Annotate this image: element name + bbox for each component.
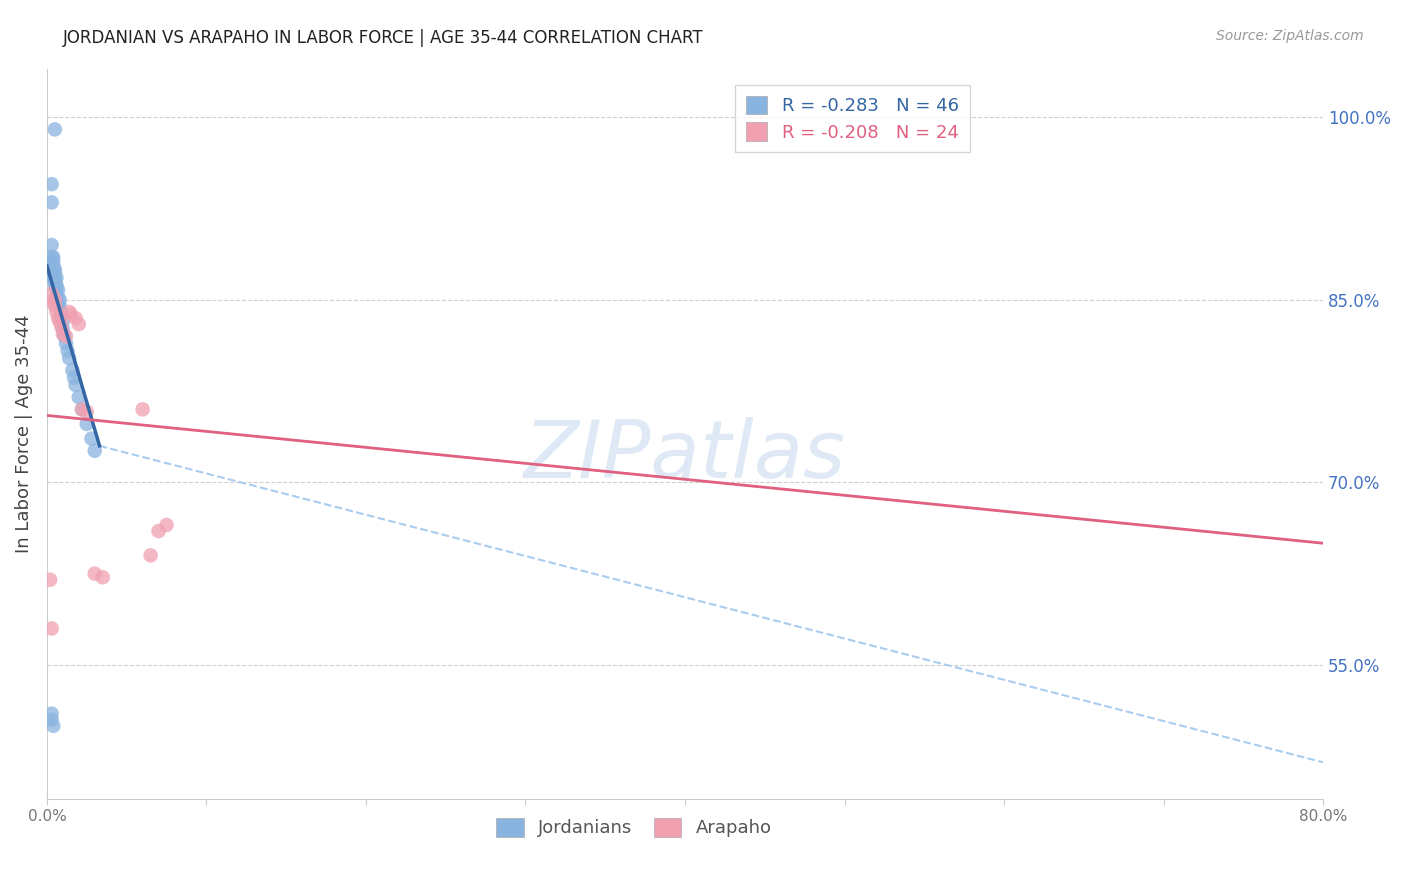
Point	[139, 549, 162, 563]
Point	[46, 295, 69, 310]
Point	[42, 295, 65, 310]
Point	[51, 310, 73, 324]
Point	[76, 417, 98, 431]
Point	[65, 378, 87, 392]
Point	[51, 305, 73, 319]
Point	[45, 305, 67, 319]
Point	[155, 518, 177, 533]
Point	[39, 256, 62, 270]
Point	[41, 177, 63, 191]
Point	[44, 262, 66, 277]
Point	[46, 311, 69, 326]
Point	[48, 299, 70, 313]
Point	[41, 250, 63, 264]
Point	[42, 253, 65, 268]
Point	[53, 329, 76, 343]
Point	[41, 713, 63, 727]
Point	[58, 351, 80, 366]
Point	[131, 402, 153, 417]
Point	[41, 706, 63, 721]
Point	[42, 266, 65, 280]
Point	[91, 570, 114, 584]
Point	[42, 250, 65, 264]
Point	[42, 262, 65, 277]
Point	[70, 402, 93, 417]
Point	[63, 370, 86, 384]
Point	[58, 305, 80, 319]
Point	[41, 286, 63, 301]
Point	[45, 283, 67, 297]
Point	[45, 290, 67, 304]
Point	[44, 271, 66, 285]
Point	[42, 259, 65, 273]
Point	[42, 719, 65, 733]
Point	[44, 278, 66, 293]
Point	[65, 311, 87, 326]
Point	[44, 275, 66, 289]
Point	[41, 238, 63, 252]
Point	[46, 290, 69, 304]
Point	[41, 622, 63, 636]
Point	[55, 336, 77, 351]
Point	[39, 573, 62, 587]
Point	[52, 322, 75, 336]
Point	[76, 405, 98, 419]
Point	[70, 402, 93, 417]
Point	[44, 266, 66, 280]
Point	[148, 524, 170, 538]
Point	[39, 262, 62, 277]
Legend: Jordanians, Arapaho: Jordanians, Arapaho	[489, 811, 779, 845]
Point	[67, 317, 90, 331]
Point	[62, 363, 84, 377]
Point	[67, 390, 90, 404]
Point	[44, 293, 66, 307]
Text: JORDANIAN VS ARAPAHO IN LABOR FORCE | AGE 35-44 CORRELATION CHART: JORDANIAN VS ARAPAHO IN LABOR FORCE | AG…	[63, 29, 704, 46]
Point	[48, 315, 70, 329]
Point	[52, 315, 75, 329]
Point	[44, 122, 66, 136]
Point	[83, 566, 105, 581]
Point	[45, 278, 67, 293]
Text: Source: ZipAtlas.com: Source: ZipAtlas.com	[1216, 29, 1364, 43]
Point	[45, 271, 67, 285]
Point	[59, 307, 82, 321]
Point	[46, 283, 69, 297]
Point	[55, 329, 77, 343]
Point	[83, 443, 105, 458]
Text: ZIPatlas: ZIPatlas	[524, 417, 846, 494]
Point	[80, 432, 103, 446]
Point	[44, 299, 66, 313]
Point	[42, 271, 65, 285]
Point	[41, 195, 63, 210]
Point	[51, 319, 73, 334]
Y-axis label: In Labor Force | Age 35-44: In Labor Force | Age 35-44	[15, 314, 32, 553]
Point	[48, 293, 70, 307]
Point	[52, 326, 75, 341]
Point	[56, 343, 79, 358]
